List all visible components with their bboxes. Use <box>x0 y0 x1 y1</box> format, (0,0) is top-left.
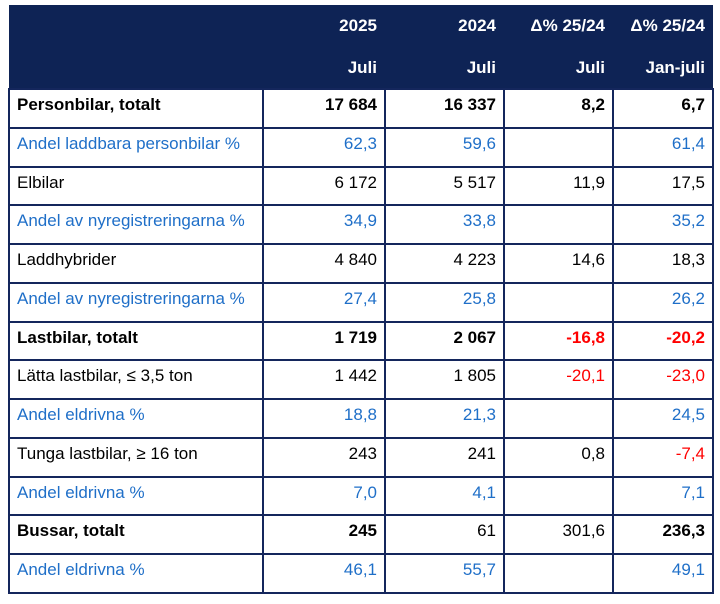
row-label: Andel eldrivna % <box>8 553 264 594</box>
table-row: Laddhybrider 4 840 4 223 14,6 18,3 <box>8 243 714 284</box>
cell-value: 17,5 <box>612 165 714 207</box>
cell-value: 7,0 <box>262 475 386 517</box>
vehicle-registration-table: 2025 2024 Δ% 25/24 Δ% 25/24 Juli Juli Ju… <box>8 5 714 594</box>
cell-value: 24,5 <box>612 398 714 439</box>
table-row: Elbilar 6 172 5 517 11,9 17,5 <box>8 165 714 207</box>
row-label: Andel av nyregistreringarna % <box>8 204 264 246</box>
cell-value: 6 172 <box>262 165 386 207</box>
table-row: Tunga lastbilar, ≥ 16 ton 243 241 0,8 -7,4 <box>8 436 714 478</box>
row-label: Bussar, totalt <box>8 514 264 556</box>
cell-value: 33,8 <box>384 204 505 246</box>
table-row: Andel laddbara personbilar % 62,3 59,6 61,4 <box>8 126 714 168</box>
cell-value: -20,1 <box>503 359 614 401</box>
header-period-juli-2025: Juli <box>263 47 385 89</box>
row-label: Andel laddbara personbilar % <box>8 126 264 168</box>
cell-value: -20,2 <box>612 320 714 362</box>
header-period-juli-delta: Juli <box>504 47 613 89</box>
cell-value: 26,2 <box>612 281 714 323</box>
header-empty-cell <box>9 5 263 47</box>
table-row: Andel av nyregistreringarna % 27,4 25,8 26,… <box>8 281 714 323</box>
header-empty-cell <box>9 47 263 89</box>
cell-value: -16,8 <box>503 320 614 362</box>
row-label: Personbilar, totalt <box>8 88 264 129</box>
cell-value: 21,3 <box>384 398 505 439</box>
cell-value: 27,4 <box>262 281 386 323</box>
cell-value: 62,3 <box>262 126 386 168</box>
table-row: Andel eldrivna % 18,8 21,3 24,5 <box>8 398 714 439</box>
cell-value: 61 <box>384 514 505 556</box>
header-period-row: Juli Juli Juli Jan-juli <box>9 47 713 89</box>
cell-value <box>503 126 614 168</box>
row-label: Andel av nyregistreringarna % <box>8 281 264 323</box>
cell-value <box>503 398 614 439</box>
table-row: Andel av nyregistreringarna % 34,9 33,8 35,… <box>8 204 714 246</box>
cell-value: 1 442 <box>262 359 386 401</box>
cell-value: 34,9 <box>262 204 386 246</box>
row-label: Andel eldrivna % <box>8 398 264 439</box>
table-row: Andel eldrivna % 46,1 55,7 49,1 <box>8 553 714 594</box>
cell-value: 55,7 <box>384 553 505 594</box>
cell-value: 2 067 <box>384 320 505 362</box>
table-row: Andel eldrivna % 7,0 4,1 7,1 <box>8 475 714 517</box>
cell-value: 4,1 <box>384 475 505 517</box>
cell-value: 1 805 <box>384 359 505 401</box>
cell-value: 35,2 <box>612 204 714 246</box>
cell-value: 301,6 <box>503 514 614 556</box>
row-label: Lätta lastbilar, ≤ 3,5 ton <box>8 359 264 401</box>
cell-value: 6,7 <box>612 88 714 129</box>
cell-value: 46,1 <box>262 553 386 594</box>
cell-value: 7,1 <box>612 475 714 517</box>
cell-value: 18,3 <box>612 243 714 284</box>
cell-value: 1 719 <box>262 320 386 362</box>
cell-value: 5 517 <box>384 165 505 207</box>
cell-value: 25,8 <box>384 281 505 323</box>
cell-value: 59,6 <box>384 126 505 168</box>
cell-value: 0,8 <box>503 436 614 478</box>
row-label: Tunga lastbilar, ≥ 16 ton <box>8 436 264 478</box>
cell-value: 11,9 <box>503 165 614 207</box>
header-year-2025: 2025 <box>263 5 385 47</box>
header-year-row: 2025 2024 Δ% 25/24 Δ% 25/24 <box>9 5 713 47</box>
cell-value: 49,1 <box>612 553 714 594</box>
row-label: Elbilar <box>8 165 264 207</box>
header-period-janjuli: Jan-juli <box>613 47 713 89</box>
cell-value: 245 <box>262 514 386 556</box>
cell-value: 61,4 <box>612 126 714 168</box>
cell-value <box>503 204 614 246</box>
cell-value: 8,2 <box>503 88 614 129</box>
table-row: Lastbilar, totalt 1 719 2 067 -16,8 -20,2 <box>8 320 714 362</box>
header-delta-juli: Δ% 25/24 <box>504 5 613 47</box>
header-delta-janjuli: Δ% 25/24 <box>613 5 713 47</box>
row-label: Andel eldrivna % <box>8 475 264 517</box>
cell-value: 4 223 <box>384 243 505 284</box>
cell-value: 4 840 <box>262 243 386 284</box>
table-header: 2025 2024 Δ% 25/24 Δ% 25/24 Juli Juli Ju… <box>9 5 713 89</box>
cell-value: 18,8 <box>262 398 386 439</box>
cell-value: 16 337 <box>384 88 505 129</box>
cell-value: 241 <box>384 436 505 478</box>
table-row: Bussar, totalt 245 61 301,6 236,3 <box>8 514 714 556</box>
cell-value: 14,6 <box>503 243 614 284</box>
table-row: Personbilar, totalt 17 684 16 337 8,2 6,7 <box>8 88 714 129</box>
table-row: Lätta lastbilar, ≤ 3,5 ton 1 442 1 805 -20,… <box>8 359 714 401</box>
row-label: Lastbilar, totalt <box>8 320 264 362</box>
cell-value: -7,4 <box>612 436 714 478</box>
cell-value <box>503 475 614 517</box>
table-body: Personbilar, totalt 17 684 16 337 8,2 6,7 And… <box>8 88 714 594</box>
cell-value <box>503 281 614 323</box>
cell-value <box>503 553 614 594</box>
cell-value: 243 <box>262 436 386 478</box>
cell-value: 17 684 <box>262 88 386 129</box>
cell-value: -23,0 <box>612 359 714 401</box>
row-label: Laddhybrider <box>8 243 264 284</box>
header-year-2024: 2024 <box>385 5 504 47</box>
header-period-juli-2024: Juli <box>385 47 504 89</box>
cell-value: 236,3 <box>612 514 714 556</box>
